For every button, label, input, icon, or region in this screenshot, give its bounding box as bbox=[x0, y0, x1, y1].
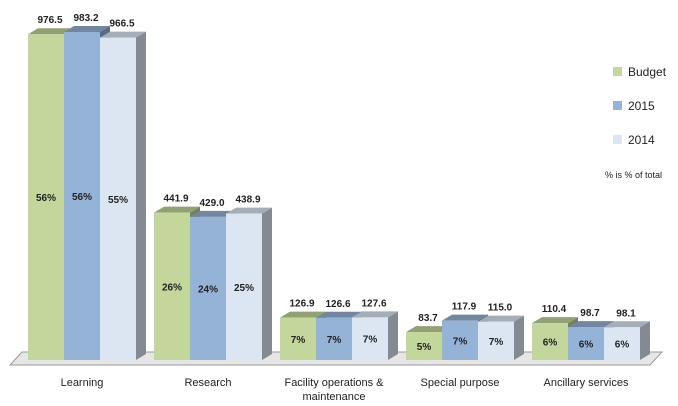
share-label: 7% bbox=[327, 335, 342, 346]
bar-top bbox=[190, 210, 236, 217]
bar-top bbox=[406, 326, 452, 333]
bar bbox=[64, 32, 100, 360]
bar-side bbox=[640, 321, 650, 360]
data-label: 126.9 bbox=[289, 299, 314, 310]
data-label: 98.7 bbox=[580, 308, 600, 319]
share-label: 56% bbox=[72, 192, 92, 203]
data-label: 441.9 bbox=[163, 194, 188, 205]
bar bbox=[280, 317, 316, 360]
x-tick-label: Special purpose bbox=[420, 377, 500, 389]
data-label: 127.6 bbox=[361, 298, 386, 309]
bar-top bbox=[604, 321, 650, 328]
bar bbox=[352, 317, 388, 360]
bar-top bbox=[28, 28, 74, 35]
legend-label: Budget bbox=[628, 65, 667, 79]
bar bbox=[28, 34, 64, 361]
annotation: % is % of total bbox=[605, 170, 662, 180]
bar-side bbox=[262, 207, 272, 360]
bar-top bbox=[154, 206, 200, 213]
data-label: 966.5 bbox=[109, 19, 134, 30]
share-label: 55% bbox=[108, 195, 128, 206]
bar-top bbox=[352, 311, 398, 318]
legend-swatch bbox=[613, 101, 622, 110]
share-label: 7% bbox=[453, 336, 468, 347]
x-tick-label: Ancillary services bbox=[543, 377, 629, 389]
legend-label: 2015 bbox=[628, 99, 655, 113]
bar bbox=[406, 332, 442, 360]
data-label: 115.0 bbox=[488, 303, 513, 314]
data-label: 110.4 bbox=[542, 304, 567, 315]
legend-swatch bbox=[613, 67, 622, 76]
data-label: 429.0 bbox=[199, 198, 224, 209]
data-label: 98.1 bbox=[616, 308, 636, 319]
share-label: 56% bbox=[36, 193, 56, 204]
share-label: 7% bbox=[291, 335, 306, 346]
bar bbox=[568, 327, 604, 360]
bar bbox=[100, 37, 136, 360]
share-label: 7% bbox=[363, 335, 378, 346]
bar bbox=[442, 320, 478, 360]
data-label: 126.6 bbox=[325, 299, 350, 310]
bar bbox=[532, 323, 568, 360]
data-label: 83.7 bbox=[418, 313, 438, 324]
bar-top bbox=[64, 26, 110, 32]
bar-top bbox=[568, 321, 614, 328]
data-label: 438.9 bbox=[235, 195, 260, 206]
bar-side bbox=[136, 31, 146, 360]
bar-side bbox=[388, 311, 398, 360]
bar-top bbox=[316, 311, 362, 318]
bar bbox=[190, 216, 226, 360]
bar-top bbox=[226, 207, 272, 214]
bar-side bbox=[514, 315, 524, 360]
bar bbox=[478, 321, 514, 360]
share-label: 24% bbox=[198, 284, 218, 295]
data-label: 117.9 bbox=[452, 302, 477, 313]
share-label: 6% bbox=[543, 338, 558, 349]
share-label: 26% bbox=[162, 282, 182, 293]
legend-swatch bbox=[613, 135, 622, 144]
bar-top bbox=[478, 315, 524, 322]
bar bbox=[604, 327, 640, 360]
bar bbox=[226, 213, 262, 360]
data-label: 976.5 bbox=[37, 15, 62, 26]
legend-label: 2014 bbox=[628, 133, 655, 147]
bar-top bbox=[280, 311, 326, 318]
x-tick-label: Learning bbox=[60, 377, 104, 389]
share-label: 25% bbox=[234, 283, 254, 294]
share-label: 5% bbox=[417, 342, 432, 353]
bar-top bbox=[442, 314, 488, 321]
x-tick-label: Facility operations & maintenance bbox=[284, 377, 384, 403]
share-label: 6% bbox=[579, 340, 594, 351]
data-label: 983.2 bbox=[73, 13, 98, 24]
x-tick-label: Research bbox=[184, 377, 232, 389]
share-label: 6% bbox=[615, 340, 630, 351]
bar-top bbox=[532, 317, 578, 324]
share-label: 7% bbox=[489, 337, 504, 348]
bar bbox=[316, 317, 352, 360]
bar-top bbox=[100, 31, 146, 38]
bar bbox=[154, 212, 190, 360]
